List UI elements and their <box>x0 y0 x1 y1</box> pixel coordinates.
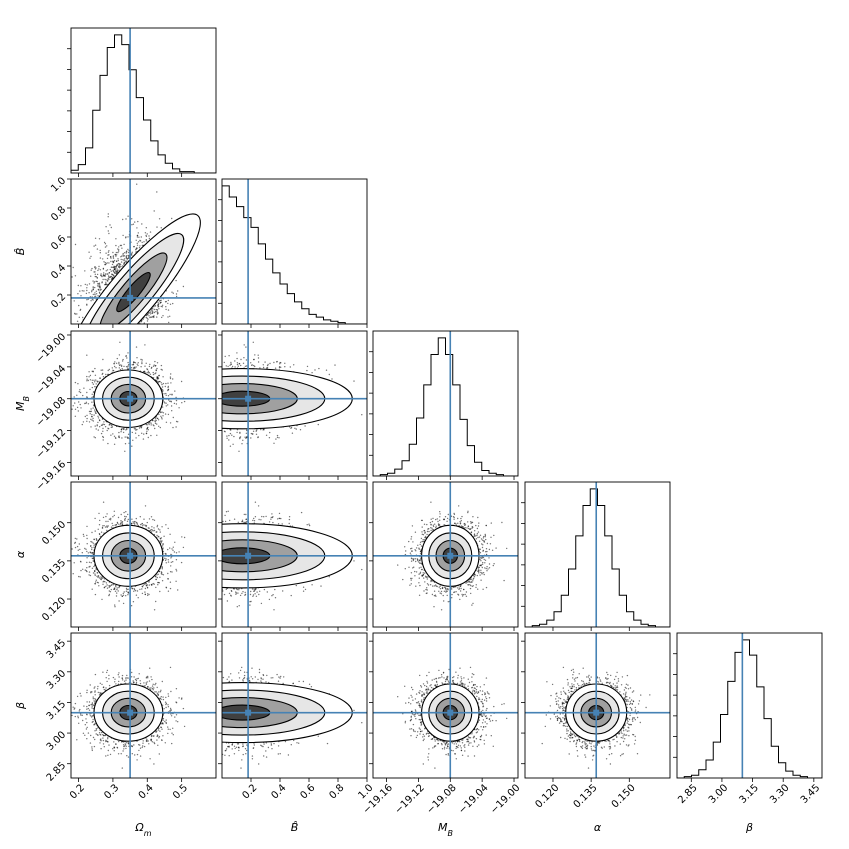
x-axis-label-om: Ωm <box>134 821 151 838</box>
x-tick-label: 0.150 <box>610 782 638 810</box>
x-tick-label: −19.00 <box>489 782 523 816</box>
x-tick-label: 0.3 <box>102 782 121 801</box>
panel-om-om <box>67 27 217 177</box>
x-axis-label-alpha: α <box>594 821 602 834</box>
panel-bhat-om: 0.2 0.4 0.6 0.8 1.0 <box>49 175 217 328</box>
histogram-bhat <box>222 185 367 324</box>
y-axis-label-bhat: B̂ <box>14 248 27 256</box>
x-tick-label: 0.135 <box>572 782 600 810</box>
panel-beta-beta: 2.85 3.00 3.15 3.30 3.45 <box>673 632 823 806</box>
truth-marker <box>127 709 134 716</box>
x-axis-label-bhat: B̂ <box>291 821 299 834</box>
panel-beta-bhat: 0.2 0.4 0.6 0.8 1.0 <box>218 632 375 801</box>
x-tick-label: 0.2 <box>240 782 259 801</box>
y-tick-label: 0.6 <box>49 233 68 252</box>
truth-marker <box>245 395 252 402</box>
histogram-beta <box>677 639 822 778</box>
panel-beta-mb: −19.16−19.12−19.08−19.04−19.00 <box>361 632 523 816</box>
panel-alpha-mb <box>369 481 519 631</box>
y-axis-label-alpha: α <box>14 550 27 558</box>
truth-marker <box>447 709 454 716</box>
panel-mb-om: −19.16−19.12−19.08−19.04−19.00 <box>34 330 217 493</box>
y-tick-label: 0.8 <box>49 204 68 223</box>
panel-alpha-bhat <box>218 481 368 631</box>
y-tick-label: −19.08 <box>34 395 68 429</box>
x-tick-label: 0.120 <box>533 782 561 810</box>
y-tick-label: 0.120 <box>40 595 68 623</box>
panel-beta-alpha: 0.120 0.135 0.150 <box>521 632 671 810</box>
truth-marker <box>593 709 600 716</box>
panel-background <box>373 331 518 476</box>
y-tick-label: −19.00 <box>34 331 68 365</box>
y-tick-label: 2.85 <box>45 760 69 784</box>
truth-marker <box>245 552 252 559</box>
x-tick-label: −19.08 <box>425 782 459 816</box>
truth-marker <box>447 552 454 559</box>
y-tick-label: −19.16 <box>34 459 68 493</box>
y-tick-label: 3.00 <box>45 730 69 754</box>
x-tick-label: 0.8 <box>327 782 346 801</box>
histogram-om <box>71 34 216 173</box>
y-tick-label: 0.4 <box>49 262 68 281</box>
x-tick-label: 0.4 <box>137 782 156 801</box>
x-tick-label: 3.15 <box>738 782 762 806</box>
x-tick-label: 0.2 <box>68 782 87 801</box>
panel-alpha-om: 0.120 0.135 0.150 <box>40 481 217 631</box>
x-tick-label: 0.4 <box>269 782 288 801</box>
truth-marker <box>127 395 134 402</box>
truth-marker <box>127 552 134 559</box>
y-axis-label-beta: β <box>14 702 27 710</box>
truth-marker <box>127 294 134 301</box>
panel-background <box>525 482 670 627</box>
panel-mb-bhat <box>218 330 368 480</box>
y-axis-label-mb: MB <box>14 396 31 411</box>
x-axis-label-beta: β <box>745 821 753 834</box>
y-tick-label: 3.15 <box>45 699 69 723</box>
y-tick-label: 1.0 <box>49 175 68 194</box>
panel-beta-om: 0.2 0.3 0.4 0.5 2.85 3.00 3.15 3.30 3.45 <box>45 632 217 801</box>
x-tick-label: 3.45 <box>799 782 823 806</box>
x-tick-label: 0.6 <box>298 782 317 801</box>
y-tick-label: 3.30 <box>45 668 69 692</box>
y-tick-label: 3.45 <box>45 638 69 662</box>
x-tick-label: 2.85 <box>676 782 700 806</box>
y-tick-label: 0.2 <box>49 291 68 310</box>
x-tick-label: 3.30 <box>768 782 792 806</box>
x-tick-label: 0.5 <box>171 782 190 801</box>
y-tick-label: 0.150 <box>40 519 68 547</box>
y-tick-label: 0.135 <box>40 557 68 585</box>
x-tick-label: 3.00 <box>707 782 731 806</box>
panel-mb-mb <box>369 330 519 480</box>
x-tick-label: −19.12 <box>393 782 427 816</box>
histogram-alpha <box>525 488 670 627</box>
contour-level <box>116 272 151 313</box>
panel-bhat-bhat <box>218 178 368 328</box>
panel-background <box>677 633 822 778</box>
x-tick-label: −19.04 <box>457 782 491 816</box>
truth-marker <box>245 709 252 716</box>
x-axis-label-mb: MB <box>438 821 453 838</box>
y-tick-label: −19.04 <box>34 363 68 397</box>
y-tick-label: −19.12 <box>34 427 68 461</box>
histogram-mb <box>373 337 518 476</box>
panel-alpha-alpha <box>521 481 671 631</box>
